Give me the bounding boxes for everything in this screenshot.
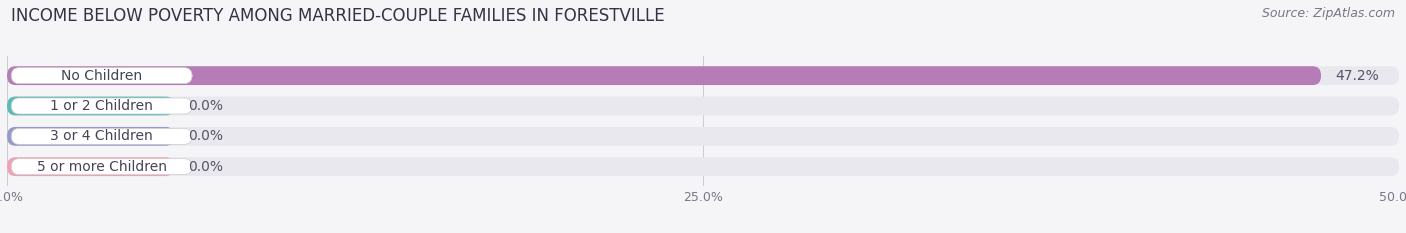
Text: No Children: No Children xyxy=(60,69,142,83)
Text: 1 or 2 Children: 1 or 2 Children xyxy=(51,99,153,113)
FancyBboxPatch shape xyxy=(7,157,1399,176)
FancyBboxPatch shape xyxy=(7,127,174,146)
FancyBboxPatch shape xyxy=(7,157,174,176)
FancyBboxPatch shape xyxy=(7,127,1399,146)
FancyBboxPatch shape xyxy=(7,97,1399,115)
Text: 47.2%: 47.2% xyxy=(1334,69,1379,83)
FancyBboxPatch shape xyxy=(7,66,1322,85)
Text: 0.0%: 0.0% xyxy=(188,160,224,174)
FancyBboxPatch shape xyxy=(7,66,1399,85)
Text: 3 or 4 Children: 3 or 4 Children xyxy=(51,129,153,143)
FancyBboxPatch shape xyxy=(11,98,193,114)
FancyBboxPatch shape xyxy=(11,128,193,144)
Text: 0.0%: 0.0% xyxy=(188,99,224,113)
Text: 5 or more Children: 5 or more Children xyxy=(37,160,167,174)
Text: INCOME BELOW POVERTY AMONG MARRIED-COUPLE FAMILIES IN FORESTVILLE: INCOME BELOW POVERTY AMONG MARRIED-COUPL… xyxy=(11,7,665,25)
FancyBboxPatch shape xyxy=(7,97,174,115)
Text: Source: ZipAtlas.com: Source: ZipAtlas.com xyxy=(1261,7,1395,20)
Text: 0.0%: 0.0% xyxy=(188,129,224,143)
FancyBboxPatch shape xyxy=(11,68,193,84)
FancyBboxPatch shape xyxy=(11,159,193,175)
